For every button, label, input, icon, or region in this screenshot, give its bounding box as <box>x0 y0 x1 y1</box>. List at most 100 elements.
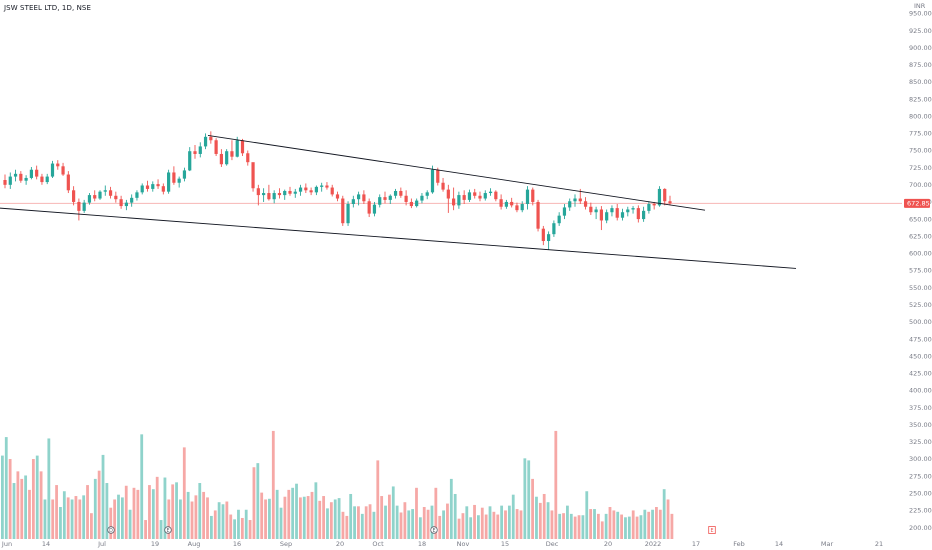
volume-bar <box>206 497 209 539</box>
volume-bar <box>225 501 229 539</box>
volume-bar <box>415 487 418 539</box>
volume-bar <box>256 463 260 539</box>
price-tick-label: 525.00 <box>909 301 932 309</box>
volume-bar <box>624 517 627 539</box>
volume-bar <box>318 500 322 539</box>
time-tick-label: Jun <box>1 540 12 548</box>
candle-body <box>66 174 70 191</box>
volume-bar <box>24 475 28 539</box>
volume-bar <box>78 499 82 539</box>
candle-body <box>425 192 429 196</box>
candle-body <box>19 173 23 181</box>
volume-bar <box>488 506 492 539</box>
volume-bar <box>562 513 565 539</box>
volume-bar <box>28 489 31 539</box>
candle-body <box>436 169 440 183</box>
candle-body <box>119 199 123 207</box>
volume-bar <box>244 509 248 539</box>
volume-bar <box>477 515 480 539</box>
candle-body <box>188 151 192 171</box>
candle-body <box>441 182 445 190</box>
candle-body <box>8 176 12 185</box>
candle-body <box>320 185 324 187</box>
volume-bar <box>538 502 542 539</box>
volume-bar <box>345 515 349 539</box>
time-tick-label: Dec <box>546 540 559 548</box>
candle-body <box>298 187 303 192</box>
time-axis[interactable]: Jun 14 Jul 19 Aug 16 Sep 20 Oct 18 Nov 15 Dec 20 2022 1… <box>1 540 883 548</box>
volume-bar <box>90 513 93 539</box>
candle-body <box>225 151 229 165</box>
time-tick-label: 21 <box>875 540 883 548</box>
volume-bar <box>349 493 353 539</box>
event-marker-label: D <box>109 528 113 534</box>
volume-bar <box>353 506 356 539</box>
time-tick-label: Aug <box>188 540 201 548</box>
volume-bar <box>268 498 271 539</box>
volume-bars <box>1 430 674 539</box>
candle-body <box>494 191 498 200</box>
volume-bar <box>171 484 175 539</box>
volume-bar <box>357 506 360 539</box>
lower-trendline <box>0 207 797 269</box>
time-tick-label: Sep <box>280 540 292 548</box>
price-tick-label: 625.00 <box>909 232 932 240</box>
candle-body <box>562 207 567 216</box>
volume-bar <box>190 501 194 539</box>
volume-bar <box>651 509 654 539</box>
candle-body <box>240 140 245 154</box>
candle-body <box>3 180 7 185</box>
price-tick-label: 850.00 <box>909 78 932 86</box>
volume-bar <box>627 516 631 539</box>
time-tick-label: 15 <box>501 540 509 548</box>
price-tick-label: 200.00 <box>909 524 932 532</box>
volume-bar <box>314 482 318 539</box>
time-tick-label: 17 <box>692 540 700 548</box>
candle-body <box>209 136 213 141</box>
volume-bar <box>511 494 515 539</box>
candle-body <box>114 195 118 200</box>
candle-body <box>82 202 86 211</box>
volume-bar <box>136 489 140 539</box>
volume-bar <box>163 477 167 539</box>
time-tick-label: 19 <box>151 540 159 548</box>
candle-body <box>335 194 340 199</box>
volume-bar <box>368 504 372 539</box>
volume-bar <box>151 489 155 539</box>
candle-body <box>589 206 593 213</box>
volume-bar <box>616 511 620 539</box>
candle-body <box>167 172 171 192</box>
volume-bar <box>4 437 8 539</box>
volume-bar <box>264 499 267 539</box>
volume-bar <box>20 478 24 539</box>
event-marker-circle <box>430 526 438 534</box>
volume-bar <box>666 499 670 539</box>
candle-body <box>504 201 508 207</box>
candle-body <box>404 195 408 202</box>
volume-bar <box>47 438 51 539</box>
trendlines[interactable] <box>0 135 797 269</box>
volume-bar <box>453 493 457 539</box>
price-axis[interactable]: 950.00 925.00 900.00 875.00 850.00 825.00 800.… <box>909 10 932 532</box>
volume-bar <box>573 516 577 539</box>
volume-bar <box>449 478 453 539</box>
volume-bar <box>418 517 422 539</box>
volume-bar <box>35 455 39 539</box>
event-marker[interactable]: D <box>107 526 115 535</box>
event-marker[interactable]: E <box>708 526 716 535</box>
candle-body <box>409 201 413 207</box>
volume-bar <box>337 498 341 539</box>
candle-body <box>203 136 208 147</box>
candle-body <box>124 202 128 207</box>
volume-bar <box>596 513 600 539</box>
volume-bar <box>120 497 124 539</box>
candle-body <box>283 190 287 196</box>
volume-bar <box>217 502 221 539</box>
volume-bar <box>608 507 612 539</box>
candle-body <box>108 190 113 196</box>
event-marker[interactable]: E <box>164 526 172 535</box>
event-marker[interactable]: E <box>430 526 438 535</box>
volume-bar <box>569 513 573 539</box>
